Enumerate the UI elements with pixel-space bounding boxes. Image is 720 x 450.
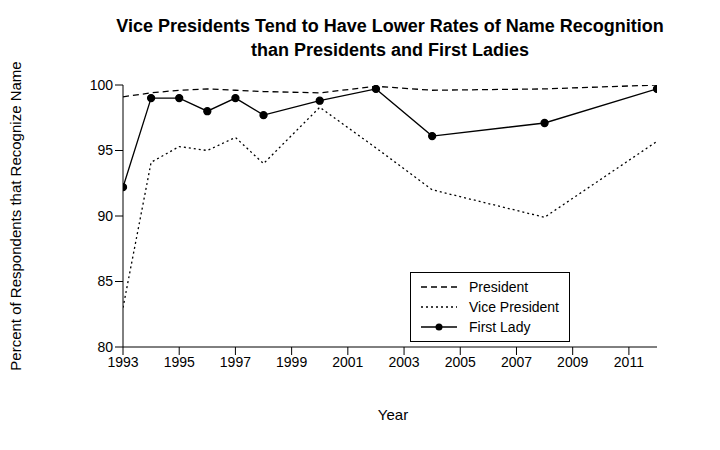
svg-text:95: 95 bbox=[97, 142, 113, 158]
svg-text:1997: 1997 bbox=[220, 354, 251, 370]
svg-text:1999: 1999 bbox=[276, 354, 307, 370]
svg-text:90: 90 bbox=[97, 208, 113, 224]
svg-text:2005: 2005 bbox=[445, 354, 476, 370]
html-text:Vice President: Vice President bbox=[469, 299, 559, 315]
svg-text:85: 85 bbox=[97, 273, 113, 289]
html-text:First Lady: First Lady bbox=[469, 319, 531, 335]
svg-text:2011: 2011 bbox=[614, 354, 644, 370]
svg-text:2003: 2003 bbox=[388, 354, 419, 370]
svg-text:80: 80 bbox=[97, 339, 113, 355]
svg-text:2009: 2009 bbox=[557, 354, 588, 370]
svg-text:2001: 2001 bbox=[332, 354, 363, 370]
svg-text:1993: 1993 bbox=[107, 354, 138, 370]
svg-text:1995: 1995 bbox=[164, 354, 195, 370]
svg-text:100: 100 bbox=[90, 77, 114, 93]
svg-text:2007: 2007 bbox=[501, 354, 532, 370]
html-text:Percent of Respondents that Re: Percent of Respondents that Recognize Na… bbox=[7, 61, 24, 371]
html-text:Vice Presidents Tend to Have L: Vice Presidents Tend to Have Lower Rates… bbox=[116, 16, 664, 60]
html-text:President: President bbox=[469, 279, 529, 295]
html-text:Year: Year bbox=[377, 406, 409, 423]
